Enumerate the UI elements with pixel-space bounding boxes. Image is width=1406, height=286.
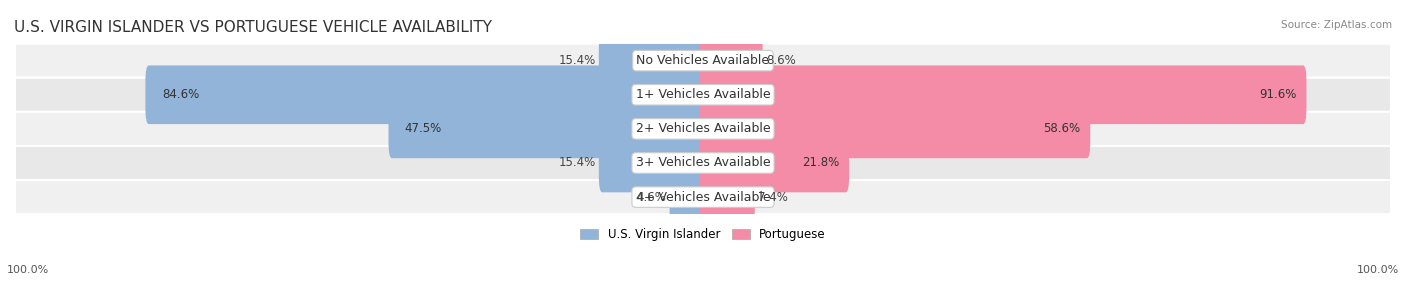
FancyBboxPatch shape (15, 180, 1391, 214)
FancyBboxPatch shape (669, 168, 706, 227)
Text: Source: ZipAtlas.com: Source: ZipAtlas.com (1281, 20, 1392, 30)
Text: 84.6%: 84.6% (162, 88, 200, 101)
Text: 7.4%: 7.4% (758, 190, 787, 204)
Legend: U.S. Virgin Islander, Portuguese: U.S. Virgin Islander, Portuguese (575, 223, 831, 246)
Text: 100.0%: 100.0% (7, 265, 49, 275)
Text: 91.6%: 91.6% (1260, 88, 1296, 101)
FancyBboxPatch shape (15, 43, 1391, 78)
FancyBboxPatch shape (15, 78, 1391, 112)
FancyBboxPatch shape (388, 100, 706, 158)
FancyBboxPatch shape (700, 31, 762, 90)
Text: 4.6%: 4.6% (637, 190, 666, 204)
Text: 1+ Vehicles Available: 1+ Vehicles Available (636, 88, 770, 101)
Text: 58.6%: 58.6% (1043, 122, 1080, 135)
Text: 15.4%: 15.4% (558, 156, 596, 170)
Text: 21.8%: 21.8% (801, 156, 839, 170)
Text: 100.0%: 100.0% (1357, 265, 1399, 275)
Text: 47.5%: 47.5% (405, 122, 441, 135)
FancyBboxPatch shape (145, 65, 706, 124)
FancyBboxPatch shape (700, 100, 1090, 158)
FancyBboxPatch shape (15, 146, 1391, 180)
Text: 15.4%: 15.4% (558, 54, 596, 67)
Text: 3+ Vehicles Available: 3+ Vehicles Available (636, 156, 770, 170)
Text: 4+ Vehicles Available: 4+ Vehicles Available (636, 190, 770, 204)
FancyBboxPatch shape (599, 31, 706, 90)
FancyBboxPatch shape (599, 134, 706, 192)
Text: No Vehicles Available: No Vehicles Available (637, 54, 769, 67)
FancyBboxPatch shape (15, 112, 1391, 146)
FancyBboxPatch shape (700, 134, 849, 192)
Text: 2+ Vehicles Available: 2+ Vehicles Available (636, 122, 770, 135)
Text: U.S. VIRGIN ISLANDER VS PORTUGUESE VEHICLE AVAILABILITY: U.S. VIRGIN ISLANDER VS PORTUGUESE VEHIC… (14, 20, 492, 35)
FancyBboxPatch shape (700, 168, 755, 227)
Text: 8.6%: 8.6% (766, 54, 796, 67)
FancyBboxPatch shape (700, 65, 1306, 124)
